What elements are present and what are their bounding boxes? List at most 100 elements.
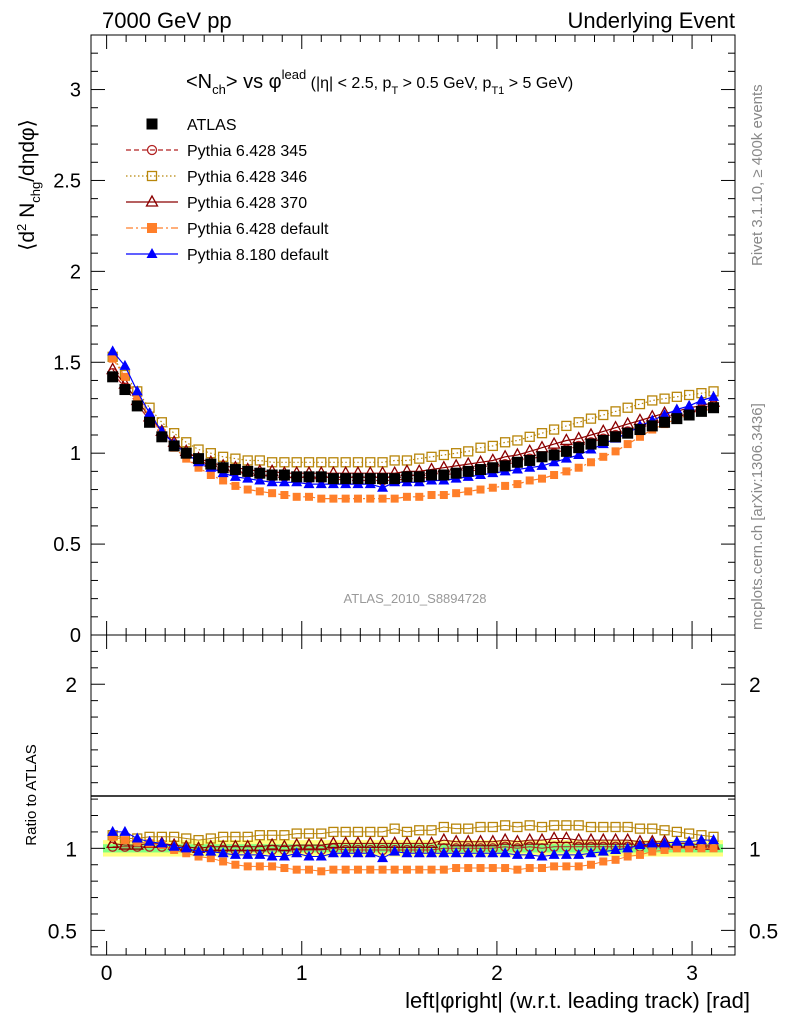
ratio-point-pythia-8-180-default <box>193 845 205 856</box>
ratio-point-pythia-6-428-default <box>586 860 595 869</box>
ratio-point-pythia-8-180-default <box>315 850 327 861</box>
ratio-point-pythia-6-428-default <box>439 865 448 874</box>
data-point-pythia-6-428-default <box>219 476 228 485</box>
data-point-pythia-6-428-346 <box>414 453 425 464</box>
header-right: Underlying Event <box>567 8 735 33</box>
ratio-point-pythia-8-180-default <box>205 845 217 856</box>
y-tick-label: 1.5 <box>53 352 81 374</box>
data-point-pythia-8-180-default <box>683 399 695 410</box>
ratio-point-pythia-8-180-default <box>708 834 720 845</box>
y-tick-label: 1 <box>70 443 81 465</box>
ratio-point-pythia-6-428-default <box>550 862 559 871</box>
ratio-y-tick-label: 2 <box>65 674 77 697</box>
ratio-point-pythia-8-180-default <box>327 847 339 858</box>
data-point-atlas <box>610 431 622 443</box>
ratio-point-pythia-6-428-346 <box>438 821 449 833</box>
ratio-point-pythia-6-428-default <box>599 857 608 866</box>
ratio-point-pythia-8-180-default <box>560 848 572 859</box>
watermark: ATLAS_2010_S8894728 <box>344 591 487 606</box>
data-point-pythia-8-180-default <box>695 394 707 405</box>
ratio-point-pythia-8-180-default <box>511 848 523 859</box>
ratio-point-pythia-6-428-370 <box>437 832 451 845</box>
ratio-point-pythia-8-180-default <box>278 850 290 861</box>
ratio-point-pythia-6-428-346 <box>548 820 560 831</box>
data-point-atlas <box>695 405 707 417</box>
data-point-pythia-6-428-346 <box>524 431 535 442</box>
ratio-point-pythia-8-180-default <box>107 825 119 836</box>
ratio-point-pythia-8-180-default <box>266 850 278 861</box>
ratio-point-pythia-6-428-default <box>697 844 706 853</box>
data-point-pythia-6-428-346 <box>671 391 682 402</box>
data-point-atlas <box>242 465 254 477</box>
y-tick-label: 0.5 <box>53 534 81 556</box>
ratio-point-pythia-6-428-370 <box>498 832 512 845</box>
ratio-point-pythia-6-428-default <box>574 862 583 871</box>
ratio-point-pythia-6-428-default <box>427 865 436 874</box>
y-tick-label: 2.5 <box>53 170 81 192</box>
ratio-point-pythia-8-180-default <box>695 834 707 845</box>
data-point-atlas <box>413 471 425 483</box>
legend-marker-pythia-8-180-default <box>146 248 158 258</box>
data-point-atlas <box>364 473 376 485</box>
data-point-pythia-6-428-default <box>525 476 534 485</box>
data-point-pythia-6-428-346 <box>426 451 437 462</box>
legend-marker-pythia-6-428-default <box>147 223 157 233</box>
ratio-point-pythia-6-428-default <box>709 844 718 853</box>
data-point-pythia-6-428-default <box>501 481 510 490</box>
ratio-panel-frame <box>90 634 736 956</box>
data-point-pythia-6-428-default <box>280 491 289 499</box>
ratio-point-pythia-8-180-default <box>475 847 487 858</box>
data-point-pythia-6-428-370 <box>547 436 561 449</box>
ratio-point-pythia-6-428-default <box>231 860 240 869</box>
data-point-atlas <box>511 456 523 468</box>
data-point-pythia-6-428-346 <box>610 406 621 417</box>
ratio-point-pythia-6-428-346 <box>561 820 572 831</box>
ratio-point-pythia-8-180-default <box>340 847 352 858</box>
data-point-atlas <box>499 460 511 472</box>
ratio-line-pythia-6-428-370 <box>112 838 714 849</box>
data-point-atlas <box>536 451 548 463</box>
y-tick-label: 2 <box>70 261 81 283</box>
ratio-point-pythia-6-428-default <box>415 865 424 874</box>
data-point-pythia-6-428-346 <box>438 449 449 461</box>
ratio-point-pythia-6-428-370 <box>559 831 573 844</box>
ratio-point-pythia-8-180-default <box>573 848 585 859</box>
data-point-atlas <box>254 467 266 479</box>
legend-label-pythia-6-428-370: Pythia 6.428 370 <box>187 195 307 212</box>
data-point-pythia-6-428-346 <box>561 420 572 432</box>
ratio-point-pythia-6-428-346 <box>499 820 511 831</box>
ratio-point-pythia-6-428-346 <box>634 823 646 834</box>
data-point-pythia-6-428-default <box>439 491 448 499</box>
data-point-atlas <box>217 462 229 474</box>
data-point-pythia-6-428-346 <box>168 428 180 439</box>
ratio-point-pythia-6-428-370 <box>510 834 525 847</box>
ratio-point-pythia-6-428-346 <box>487 821 498 833</box>
ratio-y-axis-label: Ratio to ATLAS <box>23 744 40 845</box>
data-point-pythia-8-180-default <box>511 463 523 474</box>
ratio-point-pythia-6-428-370 <box>596 832 610 845</box>
ratio-point-pythia-8-180-default <box>646 837 658 848</box>
ratio-point-pythia-6-428-default <box>537 864 546 873</box>
data-point-atlas <box>131 400 143 412</box>
data-point-atlas <box>585 438 597 450</box>
ratio-y-tick-label: 1 <box>65 838 77 861</box>
ratio-point-pythia-6-428-default <box>341 865 350 874</box>
ratio-point-pythia-6-428-default <box>268 862 277 871</box>
data-point-atlas <box>524 454 536 466</box>
data-point-pythia-6-428-default <box>586 458 595 467</box>
data-point-atlas <box>229 464 241 476</box>
data-point-atlas <box>315 471 327 483</box>
data-point-pythia-6-428-346 <box>536 428 548 439</box>
data-point-pythia-6-428-346 <box>487 440 498 452</box>
data-point-pythia-6-428-default <box>243 485 252 494</box>
ratio-point-pythia-6-428-default <box>108 832 117 841</box>
x-tick-label: 1 <box>296 962 308 985</box>
data-point-pythia-6-428-346 <box>573 417 584 428</box>
data-point-atlas <box>597 434 609 446</box>
data-point-pythia-8-180-default <box>278 476 290 487</box>
ratio-point-pythia-8-180-default <box>303 850 315 861</box>
ratio-point-pythia-6-428-default <box>488 864 497 873</box>
data-point-atlas <box>683 409 695 421</box>
ratio-point-pythia-6-428-default <box>329 865 338 874</box>
y-tick-label: 0 <box>70 625 81 647</box>
